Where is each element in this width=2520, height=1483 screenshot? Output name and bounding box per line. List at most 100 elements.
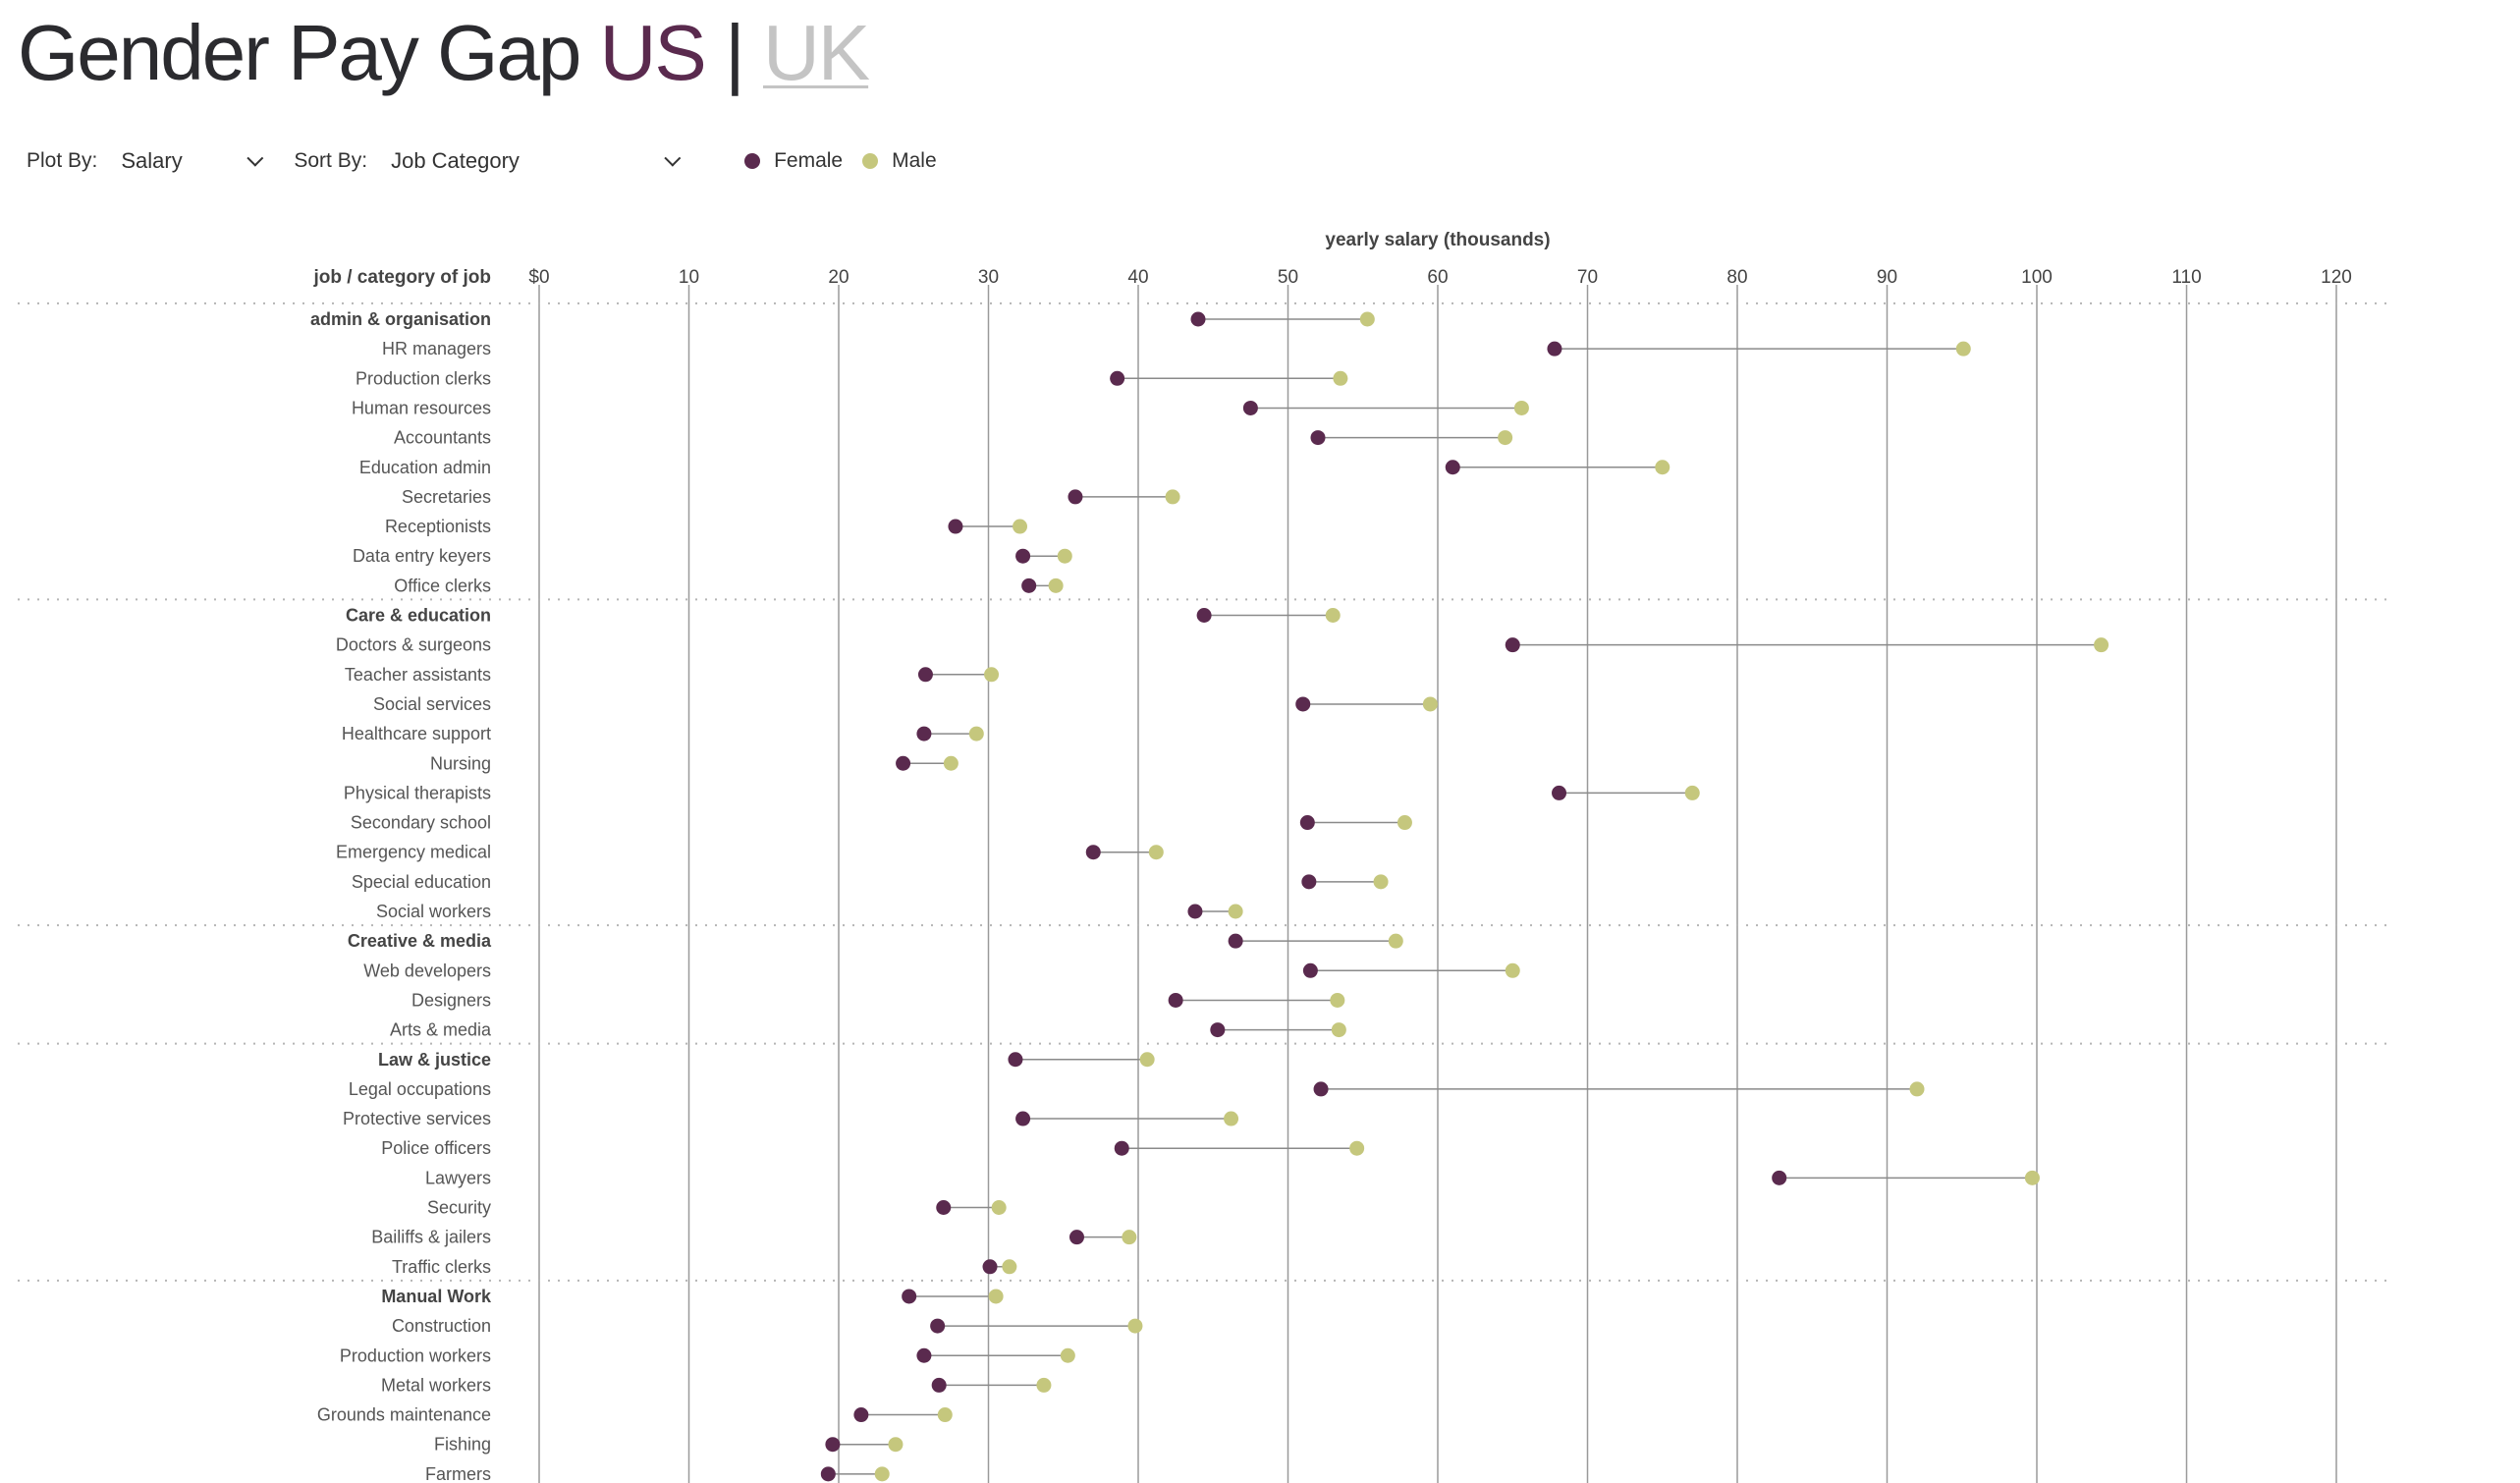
female-point [1015,1111,1031,1126]
job-label: Traffic clerks [392,1257,491,1277]
job-label: Legal occupations [349,1079,491,1099]
chart-row: Designers [411,990,1345,1010]
female-point [1313,1081,1329,1097]
job-label: Special education [352,872,491,892]
female-point [917,667,933,683]
sort-by-select[interactable]: Job Category [391,148,682,174]
male-point [1122,1230,1137,1245]
male-point [1139,1052,1155,1068]
chart-row: Lawyers [425,1168,2040,1187]
sort-by-value: Job Category [391,148,520,173]
female-point [1242,400,1258,415]
category-label: Manual Work [381,1287,492,1306]
job-label: Human resources [352,398,491,417]
chart-row: HR managers [382,339,1971,358]
male-point [991,1200,1007,1215]
female-point [1295,696,1311,712]
chart-row: Secondary school [351,813,1412,833]
job-label: Construction [392,1316,491,1336]
female-point [931,1377,947,1393]
male-point [937,1407,953,1423]
job-label: Physical therapists [344,783,491,802]
x-tick-label: 90 [1877,267,1897,288]
male-point [1013,519,1028,534]
job-label: Secretaries [402,487,491,507]
job-label: Social workers [376,902,491,921]
chart-row: Traffic clerks [392,1257,1017,1277]
chart-row: Fishing [434,1435,904,1455]
chart-row: Manual Work [381,1287,1004,1306]
category-label: admin & organisation [310,309,491,329]
x-tick-label: 80 [1726,267,1747,288]
chart-row: Teacher assistants [345,665,1000,685]
title-us-link[interactable]: US [599,9,707,96]
x-tick-label: 30 [978,267,999,288]
male-point [888,1437,904,1453]
female-point [1547,341,1562,357]
chart-row: Education admin [359,458,1671,477]
chart-row: Legal occupations [349,1079,1925,1099]
male-point [1422,696,1438,712]
job-label: Web developers [363,961,491,980]
chart-row: Receptionists [385,517,1028,536]
male-point [968,726,984,742]
chart-row: Protective services [343,1109,1239,1128]
female-point [916,726,932,742]
female-point [1299,815,1315,831]
chart-row: Metal workers [381,1375,1052,1395]
female-point [1085,845,1101,860]
legend-female-label: Female [774,149,844,172]
female-point [1552,785,1567,800]
female-point [936,1200,952,1215]
title-separator: | [724,9,745,96]
chart-row: Doctors & surgeons [336,635,2109,655]
chart-row: Creative & media [348,931,1403,951]
female-point [982,1259,998,1275]
job-label: Social services [373,694,491,714]
female-point [1310,430,1326,446]
x-tick-label: 20 [828,267,849,288]
job-label: Protective services [343,1109,491,1128]
x-tick-label: 40 [1127,267,1148,288]
x-tick-label: 70 [1577,267,1598,288]
male-point [1388,933,1403,949]
job-label: Lawyers [425,1168,491,1187]
job-label: Security [427,1198,491,1218]
job-label: Bailiffs & jailers [371,1228,491,1247]
female-point [1068,489,1083,505]
job-label: Designers [411,990,491,1010]
male-point [1002,1259,1017,1275]
job-label: Office clerks [394,576,491,595]
female-point [1110,370,1125,386]
job-label: Nursing [430,753,491,773]
male-point [1397,815,1412,831]
job-label: Education admin [359,458,491,477]
female-point [1190,311,1206,327]
chart-row: Law & justice [378,1050,1155,1070]
chart-row: Secretaries [402,487,1180,507]
chart-row: Accountants [394,428,1513,448]
male-point [1048,577,1064,593]
male-dot-icon [862,153,879,169]
male-point [1224,1111,1239,1126]
chart-row: Social services [373,694,1438,714]
plot-by-select[interactable]: Salary [121,148,264,174]
female-point [1068,1230,1084,1245]
chart-row: Physical therapists [344,783,1700,802]
job-label: Grounds maintenance [317,1405,491,1425]
male-point [1505,962,1520,978]
female-point [896,755,911,771]
x-axis-title: yearly salary (thousands) [1325,230,1550,250]
job-label: Teacher assistants [345,665,491,685]
title-uk-link[interactable]: UK [762,9,870,96]
chart-row: Police officers [381,1138,1365,1158]
chart-row: Bailiffs & jailers [371,1228,1137,1247]
legend-male: Male [862,149,937,173]
chart-row: Web developers [363,961,1520,980]
female-point [820,1466,836,1482]
male-point [1513,400,1529,415]
job-label: Arts & media [390,1020,492,1040]
male-point [1684,785,1700,800]
male-point [1165,489,1180,505]
female-point [930,1318,946,1334]
